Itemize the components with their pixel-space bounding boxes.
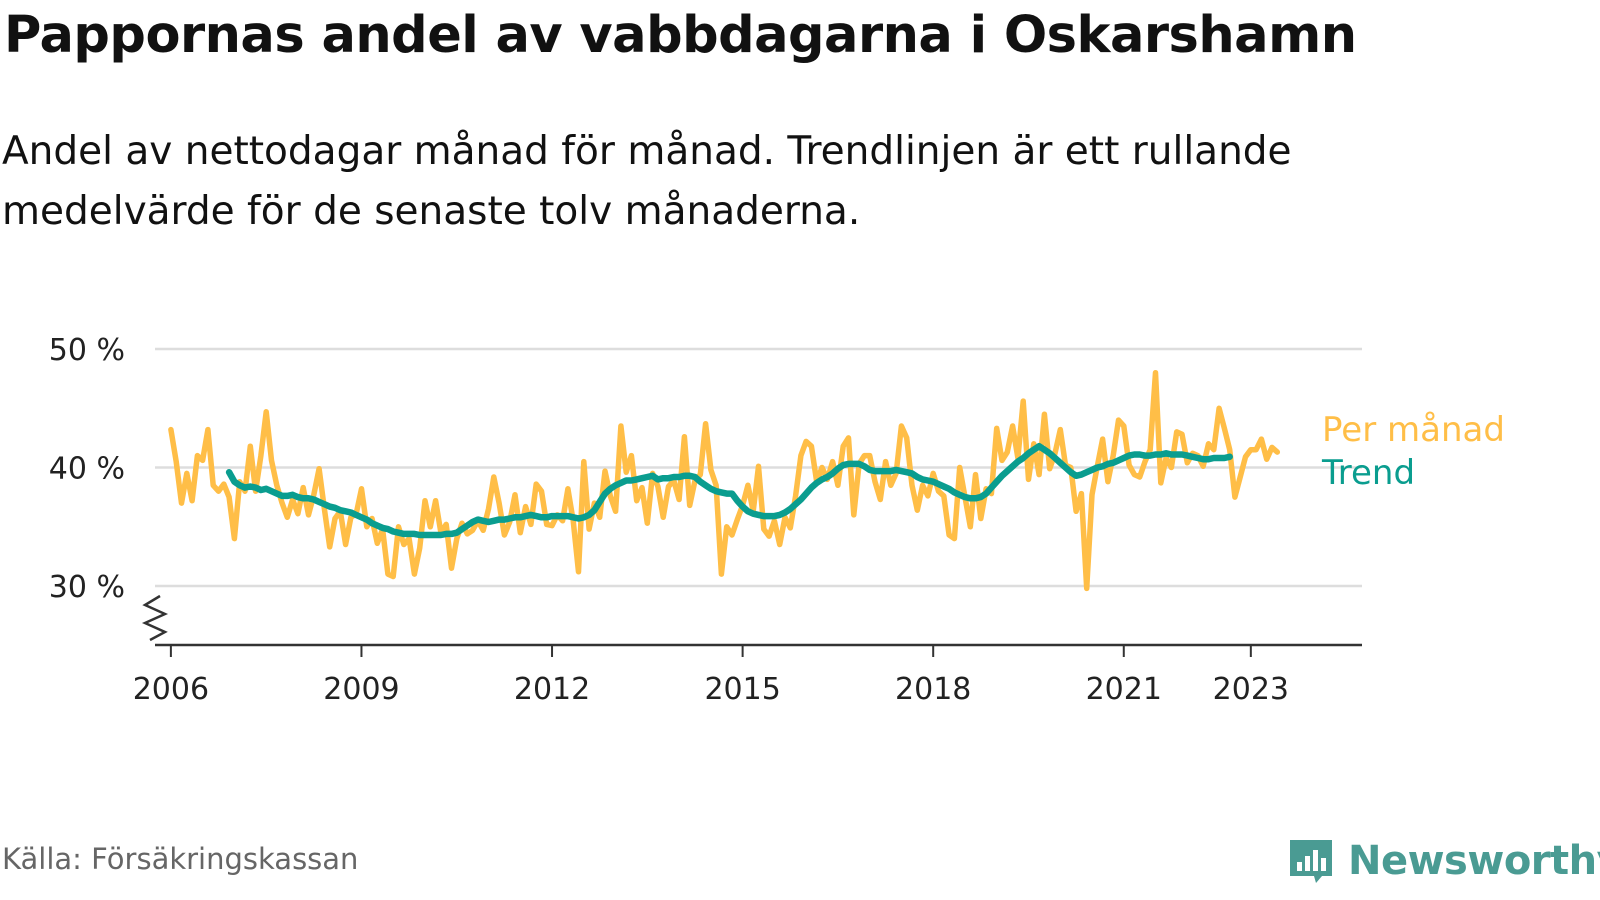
chart: 30 % 40 % 50 % 2006 2009 2012 2015 2018 2021 202… bbox=[49, 333, 1505, 707]
brand-name: Newsworthy bbox=[1348, 838, 1600, 884]
chart-subtitle: Andel av nettodagar månad för månad. Tre… bbox=[2, 129, 1292, 234]
series-lines bbox=[168, 369, 1281, 592]
legend-label-trend: Trend bbox=[1321, 453, 1415, 493]
x-tick-label: 2018 bbox=[895, 672, 971, 707]
x-tick-label: 2021 bbox=[1086, 672, 1162, 707]
y-tick-labels: 30 % 40 % 50 % bbox=[49, 333, 125, 605]
y-tick-label: 40 % bbox=[49, 452, 125, 487]
x-tick-label: 2009 bbox=[323, 672, 399, 707]
x-tick-label: 2015 bbox=[704, 672, 780, 707]
y-tick-label: 50 % bbox=[49, 333, 125, 368]
y-tick-label: 30 % bbox=[49, 570, 125, 605]
x-tick-label: 2012 bbox=[514, 672, 590, 707]
chart-title: Pappornas andel av vabbdagarna i Oskarsh… bbox=[4, 6, 1357, 65]
newsworthy-logo-icon bbox=[1290, 840, 1332, 883]
legend-label-per-manad: Per månad bbox=[1322, 410, 1505, 450]
x-tick-label: 2006 bbox=[133, 672, 209, 707]
series-line-per-manad bbox=[168, 369, 1281, 592]
x-axis: 2006 2009 2012 2015 2018 2021 2023 bbox=[133, 643, 1362, 707]
source-note: Källa: Försäkringskassan bbox=[2, 842, 359, 876]
axis-break-icon bbox=[141, 594, 169, 642]
axis-break-zigzag bbox=[141, 594, 169, 642]
x-tick-label: 2023 bbox=[1213, 672, 1289, 707]
brand-logo[interactable]: Newsworthy bbox=[1286, 836, 1600, 886]
series-line-trend bbox=[225, 442, 1233, 539]
